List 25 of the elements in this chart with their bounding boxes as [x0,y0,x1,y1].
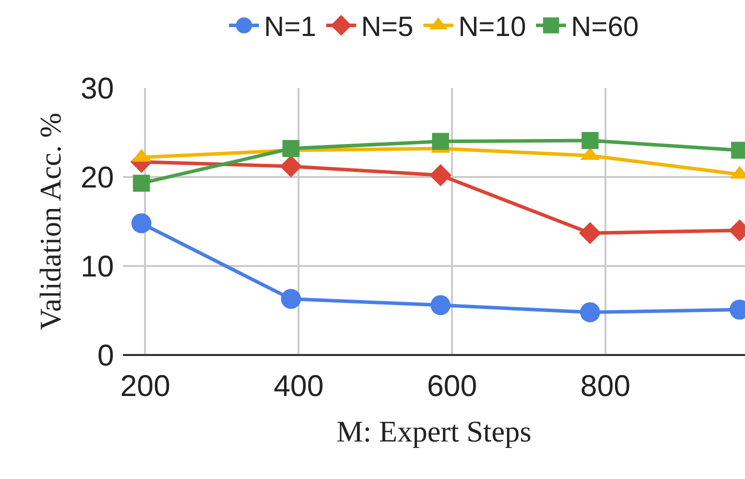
point [582,132,599,150]
x-tick-label: 800 [580,370,630,403]
legend-label: N=5 [361,11,414,42]
point [429,164,452,186]
point [131,213,152,234]
point [432,132,450,150]
point [280,155,302,178]
point [430,295,451,316]
point [580,302,600,322]
x-axis-title: M: Expert Steps [336,416,532,448]
y-axis-title: Validation Acc. % [34,112,68,330]
point [132,174,150,192]
x-tick-label: 200 [120,370,170,403]
legend-label: N=60 [571,11,639,42]
x-tick-label: 400 [274,370,324,403]
y-tick-label: 0 [97,340,114,372]
point [280,288,301,309]
y-tick-label: 20 [80,162,114,194]
point [579,222,602,244]
point [282,140,300,158]
legend-label: N=10 [458,11,526,42]
y-tick-label: 10 [80,250,114,284]
x-tick-label: 600 [426,370,478,403]
y-tick-label: 30 [80,72,114,106]
legend-label: N=1 [264,11,316,42]
